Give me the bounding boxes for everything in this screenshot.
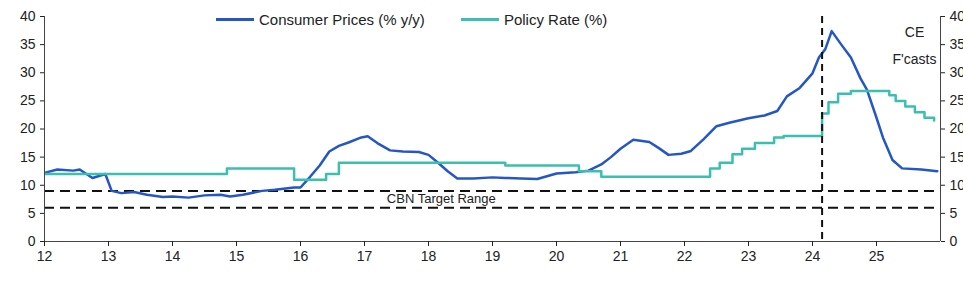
- svg-text:30: 30: [950, 64, 963, 80]
- svg-text:15: 15: [229, 248, 245, 264]
- svg-text:40: 40: [20, 8, 36, 24]
- svg-text:23: 23: [741, 248, 757, 264]
- svg-text:0: 0: [28, 233, 36, 249]
- svg-text:40: 40: [950, 8, 963, 24]
- svg-text:20: 20: [549, 248, 565, 264]
- svg-text:25: 25: [20, 92, 36, 108]
- svg-text:16: 16: [293, 248, 309, 264]
- svg-text:15: 15: [20, 149, 36, 165]
- svg-text:19: 19: [485, 248, 501, 264]
- svg-text:18: 18: [421, 248, 437, 264]
- svg-text:15: 15: [950, 149, 963, 165]
- svg-text:10: 10: [20, 177, 36, 193]
- html-text:Policy Rate (%): Policy Rate (%): [503, 11, 608, 28]
- html-text:Consumer Prices (% y/y): Consumer Prices (% y/y): [259, 11, 425, 28]
- svg-text:CEF'casts: CEF'casts: [893, 24, 937, 67]
- svg-text:14: 14: [165, 248, 181, 264]
- svg-text:13: 13: [101, 248, 117, 264]
- svg-text:12: 12: [37, 248, 53, 264]
- svg-text:17: 17: [357, 248, 373, 264]
- svg-text:20: 20: [20, 120, 36, 136]
- svg-text:22: 22: [677, 248, 693, 264]
- svg-text:24: 24: [805, 248, 821, 264]
- svg-text:20: 20: [950, 120, 963, 136]
- svg-text:10: 10: [950, 177, 963, 193]
- svg-text:35: 35: [20, 36, 36, 52]
- svg-text:25: 25: [869, 248, 885, 264]
- svg-text:5: 5: [28, 205, 36, 221]
- svg-text:CBN Target Range: CBN Target Range: [387, 191, 496, 206]
- svg-text:30: 30: [20, 64, 36, 80]
- svg-text:21: 21: [613, 248, 629, 264]
- svg-text:35: 35: [950, 36, 963, 52]
- svg-text:0: 0: [950, 233, 958, 249]
- svg-text:5: 5: [950, 205, 958, 221]
- svg-text:25: 25: [950, 92, 963, 108]
